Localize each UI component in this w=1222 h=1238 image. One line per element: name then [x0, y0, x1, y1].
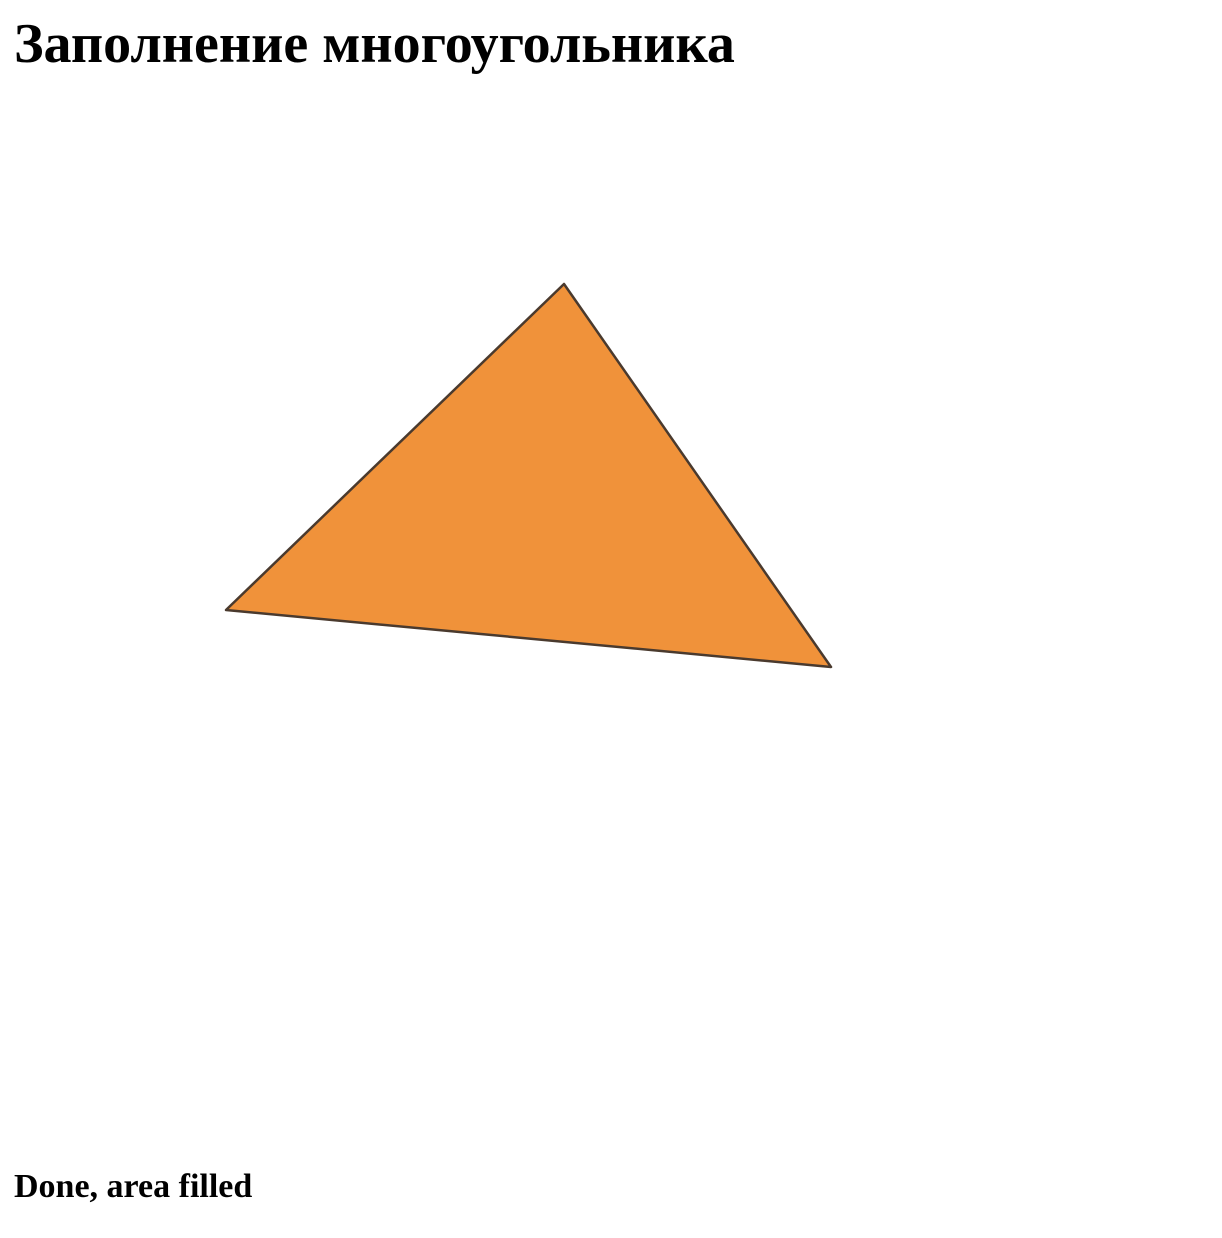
filled-polygon: [224, 282, 833, 669]
status-text: Done, area filled: [14, 1168, 253, 1205]
page-title: Заполнение многоугольника: [14, 13, 735, 75]
